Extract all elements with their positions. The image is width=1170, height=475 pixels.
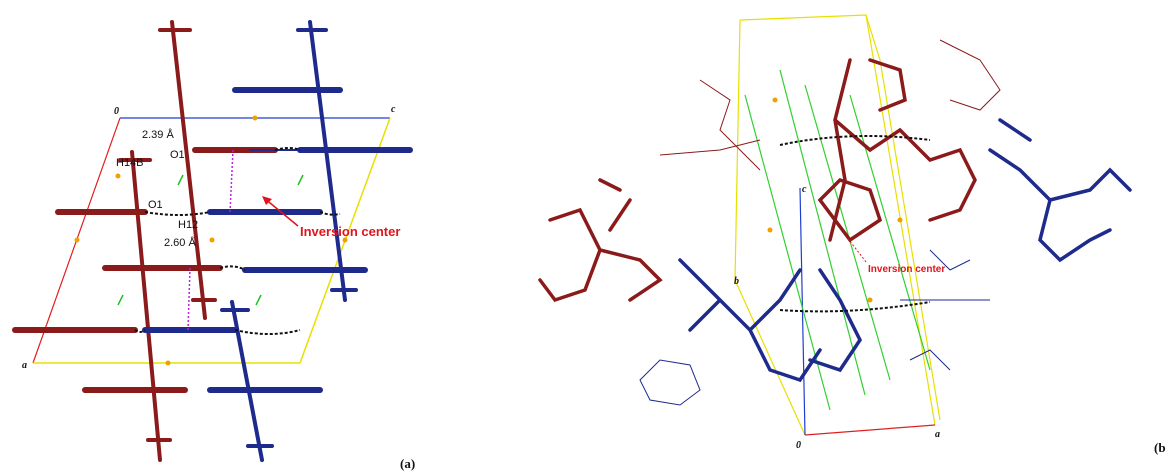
symmetry-point-part xyxy=(253,116,258,121)
axis-label: a xyxy=(22,360,27,371)
annotation: 2.39 Å xyxy=(142,128,174,141)
brown-molecule-part xyxy=(172,22,205,318)
annotation: H12 xyxy=(178,219,198,231)
blue-molecule-part xyxy=(680,260,820,380)
page: 0 c a 2.39 Å H14B O1 O1 H12 2.60 Å Inver… xyxy=(0,0,1170,475)
annotation: O1 xyxy=(148,199,163,211)
annotation: O1 xyxy=(170,149,185,161)
blue-molecule-part xyxy=(232,302,262,460)
glide-symbol-part xyxy=(178,175,183,185)
symmetry-point-part xyxy=(75,238,80,243)
axis-label: 0 xyxy=(114,106,119,117)
axis-label: c xyxy=(802,184,807,195)
hydrogen-bond-part xyxy=(235,330,300,334)
glide-plane-part xyxy=(780,70,865,395)
brown-molecule-part xyxy=(540,180,660,300)
annotation: H14B xyxy=(116,157,144,169)
thin-molecule-part xyxy=(640,360,700,405)
symmetry-point-part xyxy=(773,98,778,103)
hydrogen-bond-part xyxy=(145,212,210,215)
symmetry-point-part xyxy=(116,174,121,179)
axis-label: c xyxy=(391,104,396,115)
annotation: Inversion center xyxy=(300,224,400,239)
glide-symbol-part xyxy=(118,295,123,305)
panel-a: 0 c a 2.39 Å H14B O1 O1 H12 2.60 Å Inver… xyxy=(15,22,415,471)
pi-stacking-part xyxy=(188,268,190,330)
symmetry-point-part xyxy=(210,238,215,243)
thin-molecule-part xyxy=(660,80,760,170)
blue-molecule-part xyxy=(310,22,345,300)
glide-symbol-part xyxy=(256,295,261,305)
symmetry-point-part xyxy=(166,361,171,366)
panel-b: c b 0 a Inversion center (b xyxy=(540,15,1166,455)
symmetry-point-part xyxy=(768,228,773,233)
figure: 0 c a 2.39 Å H14B O1 O1 H12 2.60 Å Inver… xyxy=(0,0,1170,475)
axis-label: a xyxy=(935,429,940,440)
axis-label: b xyxy=(734,276,739,287)
unit-cell-part xyxy=(866,15,940,420)
hydrogen-bond-part xyxy=(220,266,245,270)
glide-symbol-part xyxy=(298,175,303,185)
hydrogen-bond-part xyxy=(320,212,340,215)
axis-label: 0 xyxy=(796,440,801,451)
caption: (a) xyxy=(400,456,415,471)
annotation: 2.60 Å xyxy=(164,236,196,249)
symmetry-point-part xyxy=(868,298,873,303)
symmetry-point-part xyxy=(898,218,903,223)
caption: (b xyxy=(1154,440,1166,455)
pi-stacking-part xyxy=(230,150,233,212)
unit-cell-part xyxy=(805,425,935,435)
unit-cell-part xyxy=(735,280,805,435)
brown-molecule-part xyxy=(820,60,905,240)
thin-molecule-part xyxy=(940,40,1000,110)
blue-molecule-part xyxy=(990,120,1130,260)
annotation: Inversion center xyxy=(868,264,945,275)
